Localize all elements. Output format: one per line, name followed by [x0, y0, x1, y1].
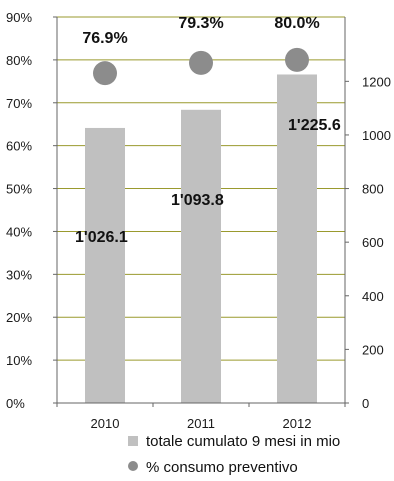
- legend-label-bars: totale cumulato 9 mesi in mio: [146, 433, 340, 450]
- axes-group: 0% 10% 20% 30% 40% 50% 60% 70% 80% 90% 0 200 400 600 8…: [6, 10, 391, 431]
- dot-marker: [285, 47, 309, 72]
- left-tick-label: 70%: [6, 96, 32, 111]
- left-tick-label: 40%: [6, 224, 32, 239]
- legend-swatch-bars: [128, 436, 138, 446]
- bar: [181, 109, 221, 403]
- right-tick-label: 600: [362, 235, 384, 250]
- right-tick-label: 200: [362, 342, 384, 357]
- right-tick-label: 1000: [362, 128, 391, 143]
- left-tick-label: 0%: [6, 396, 25, 411]
- left-tick-label: 50%: [6, 182, 32, 197]
- legend-label-dots: % consumo preventivo: [146, 459, 298, 476]
- x-tick-label: 2010: [91, 416, 120, 431]
- left-tick-label: 10%: [6, 353, 32, 368]
- legend: totale cumulato 9 mesi in mio % consumo …: [128, 433, 340, 476]
- dot-marker: [93, 61, 117, 86]
- bar-data-label: 1'026.1: [75, 229, 128, 246]
- right-tick-label: 1200: [362, 74, 391, 89]
- bar: [85, 127, 125, 404]
- dot-data-label: 80.0%: [274, 15, 319, 32]
- left-tick-label: 30%: [6, 267, 32, 282]
- bars-group: [85, 74, 317, 404]
- x-tick-label: 2012: [283, 416, 312, 431]
- left-tick-label: 90%: [6, 10, 32, 25]
- dot-data-label: 79.3%: [178, 15, 223, 32]
- legend-swatch-dots: [128, 461, 138, 471]
- left-tick-label: 60%: [6, 139, 32, 154]
- x-tick-label: 2011: [187, 416, 215, 431]
- dot-marker: [189, 50, 213, 75]
- left-tick-label: 20%: [6, 310, 32, 325]
- dot-data-label: 76.9%: [82, 30, 127, 47]
- dots-group: [93, 47, 309, 86]
- right-tick-label: 400: [362, 289, 384, 304]
- right-tick-label: 800: [362, 182, 384, 197]
- bar: [277, 74, 317, 404]
- right-tick-label: 0: [362, 396, 369, 411]
- bar-data-label: 1'225.6: [288, 117, 341, 134]
- bar-data-label: 1'093.8: [171, 192, 224, 209]
- data-labels-group: 1'026.1 76.9% 1'093.8 79.3% 1'225.6 80.0%: [75, 15, 341, 246]
- left-tick-label: 80%: [6, 53, 32, 68]
